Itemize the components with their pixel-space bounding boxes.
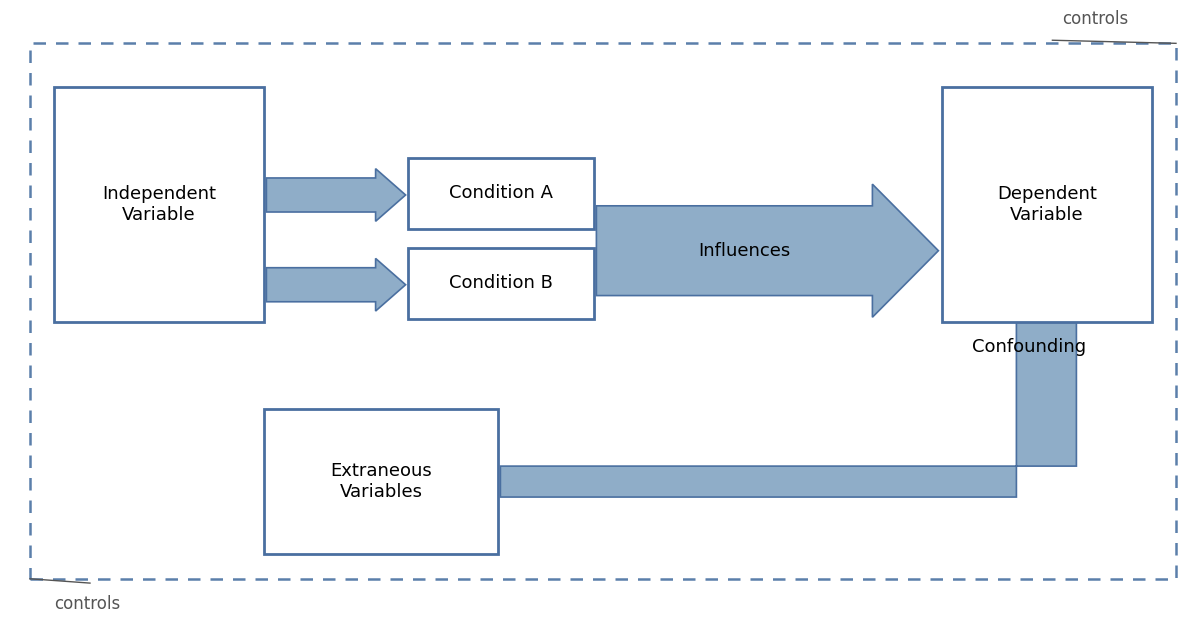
Bar	[408, 158, 594, 229]
Polygon shape	[266, 168, 406, 221]
Bar	[942, 87, 1152, 322]
Text: Independent
Variable: Independent Variable	[102, 185, 216, 223]
Text: Condition B: Condition B	[449, 274, 553, 292]
Text: Influences: Influences	[698, 241, 790, 260]
Polygon shape	[500, 285, 1100, 497]
Polygon shape	[266, 259, 406, 311]
Text: Condition A: Condition A	[449, 184, 553, 202]
Bar	[408, 248, 594, 319]
Bar	[54, 87, 264, 322]
Bar	[264, 409, 498, 554]
Text: Confounding: Confounding	[972, 337, 1086, 356]
Bar	[30, 43, 1176, 579]
Polygon shape	[596, 184, 938, 317]
Text: controls: controls	[1062, 10, 1128, 28]
Text: Dependent
Variable: Dependent Variable	[997, 185, 1097, 223]
Text: Extraneous
Variables: Extraneous Variables	[330, 462, 432, 501]
Text: controls: controls	[54, 595, 120, 613]
